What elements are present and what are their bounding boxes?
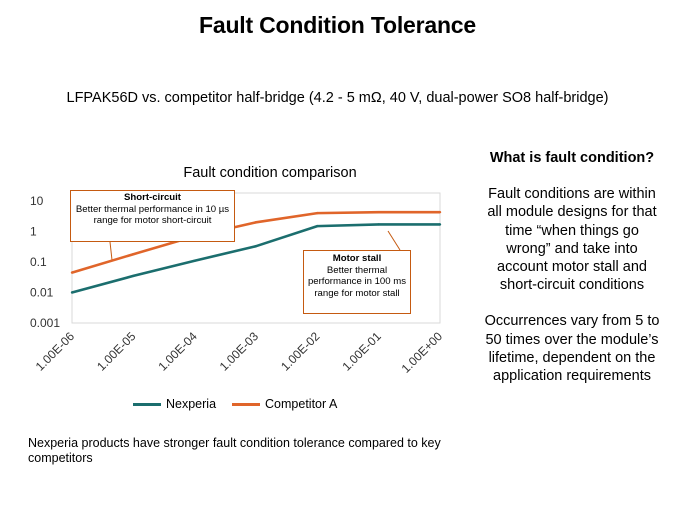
explainer-paragraph-2: Occurrences vary from 5 to 50 times over…	[484, 313, 660, 385]
legend-item-competitor-a: Competitor A	[232, 397, 337, 411]
x-tick-label: 1.00E-02	[278, 329, 323, 374]
x-tick-label: 1.00E-06	[33, 329, 78, 374]
motor-stall-callout-title: Motor stall	[332, 253, 382, 264]
y-tick-label: 0.1	[30, 255, 47, 269]
x-tick-label: 1.00E-01	[339, 329, 384, 374]
bottom-note: Nexperia products have stronger fault co…	[28, 436, 441, 465]
data-point	[132, 253, 135, 256]
data-point	[438, 223, 442, 226]
x-tick-label: 1.00E-05	[94, 329, 139, 374]
short-circuit-callout-title: Short-circuit	[123, 192, 182, 203]
short-circuit-callout: Short-circuit Better thermal performance…	[70, 190, 235, 242]
short-circuit-callout-body: Better thermal performance in 10 µs rang…	[75, 203, 230, 227]
explainer-heading: What is fault condition?	[489, 150, 655, 166]
x-tick-label: 1.00E+00	[399, 329, 446, 376]
data-point	[132, 274, 135, 278]
motor-stall-callout: Motor stall Better thermal performance i…	[303, 250, 411, 314]
legend-label-nexperia: Nexperia	[166, 397, 217, 411]
data-point	[70, 291, 74, 294]
legend-swatch-competitor-a	[232, 402, 261, 406]
legend-label-competitor-a: Competitor A	[265, 397, 338, 411]
y-tick-label: 1	[30, 225, 37, 239]
y-tick-label: 0.01	[30, 286, 54, 300]
legend-swatch-nexperia	[133, 402, 161, 406]
explainer-paragraph-1: Fault conditions are within all module d…	[487, 186, 657, 294]
fault-condition-explainer: What is fault condition? Fault condition…	[482, 149, 662, 385]
legend-item-nexperia: Nexperia	[133, 397, 216, 411]
data-point	[193, 259, 196, 262]
data-point	[254, 221, 258, 224]
y-tick-label: 0.001	[30, 316, 60, 330]
motor-stall-callout-leader	[387, 230, 401, 251]
page-title: Fault Condition Tolerance	[199, 12, 476, 38]
data-point	[254, 244, 258, 248]
x-tick-label: 1.00E-03	[217, 329, 262, 374]
chart-title: Fault condition comparison	[183, 165, 357, 181]
motor-stall-callout-body: Better thermal performance in 100 ms ran…	[307, 264, 407, 299]
data-point	[377, 223, 380, 226]
chart-legend: Nexperia Competitor A	[133, 397, 353, 411]
data-point	[438, 210, 442, 214]
subtitle: LFPAK56D vs. competitor half-bridge (4.2…	[66, 90, 609, 106]
short-circuit-callout-leader	[109, 241, 113, 261]
data-point	[316, 224, 319, 228]
plot-area	[71, 192, 441, 324]
data-point	[377, 210, 380, 214]
x-tick-label: 1.00E-04	[155, 329, 200, 374]
y-tick-label: 10	[30, 194, 44, 208]
data-point	[316, 211, 319, 215]
data-point	[70, 271, 74, 274]
